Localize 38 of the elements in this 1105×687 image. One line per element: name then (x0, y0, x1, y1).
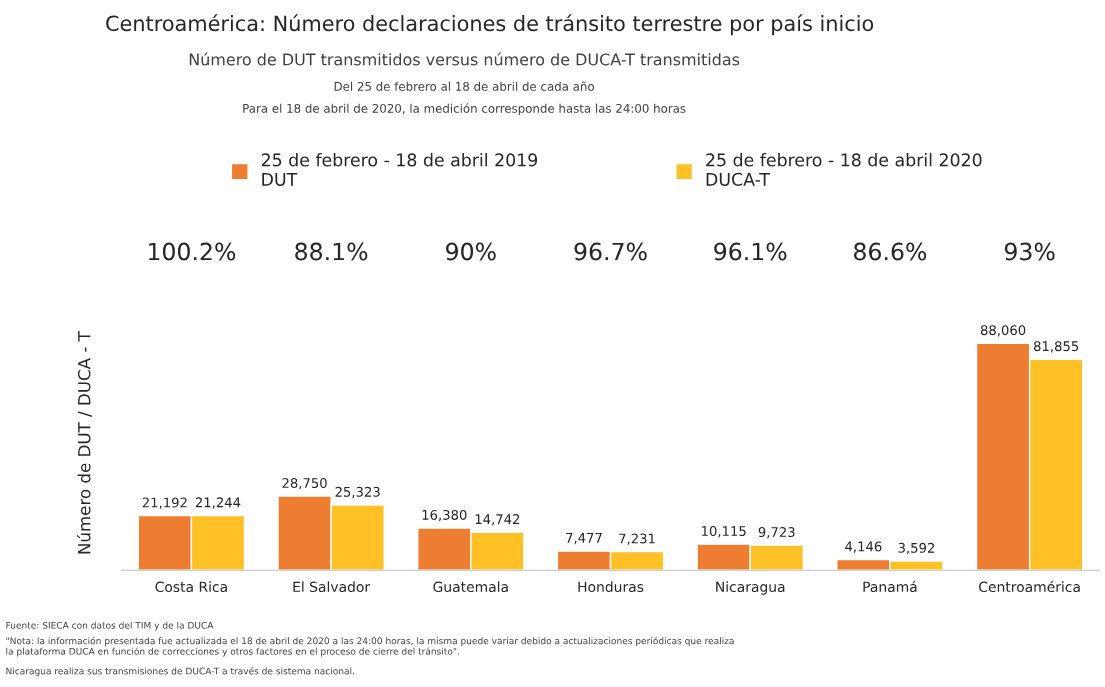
data-label: 7,231 (619, 533, 655, 545)
x-tick-label: Centroamérica (979, 580, 1080, 593)
data-label: 14,742 (475, 514, 520, 526)
x-tick-label: Costa Rica (155, 581, 227, 593)
data-label: 25,323 (335, 486, 380, 499)
legend-label: 25 de febrero - 18 de abril 2020 DUCA-T (706, 153, 982, 186)
data-label: 16,380 (422, 509, 467, 522)
x-tick-label: Nicaragua (716, 581, 785, 595)
text: 88.1% (295, 242, 368, 261)
text: 100.2% (148, 242, 236, 261)
text: Nicaragua realiza sus transmisiones de DUCA-T a través de sistema nacional. (6, 667, 354, 677)
text: "Nota: la información presentada fue actualizada el 18 de abril de 2020 a las 24:00 horas, la misma puede variar debido a actualizaciones periódicas que realiza la plataforma DUCA en función de correcciones y otros factores en el proceso de cierre del tránsito". (6, 636, 734, 657)
x-tick-label: El Salvador (293, 581, 371, 593)
text: 86.6% (854, 242, 927, 261)
x-tick-label: Guatemala (433, 581, 508, 593)
text: Del 25 de febrero al 18 de abril de cada año (334, 81, 594, 91)
x-tick-label: Honduras (578, 581, 644, 593)
data-label: 3,592 (898, 542, 935, 555)
data-label: 9,723 (758, 527, 795, 539)
text: 93% (1004, 242, 1055, 261)
text: Para el 18 de abril de 2020, la medición corresponde hasta las 24:00 horas (243, 103, 686, 116)
data-label: 81,855 (1033, 341, 1079, 353)
data-label: 21,244 (195, 497, 241, 509)
chart-title: Centroamérica: Número declaraciones de tránsito terrestre por país inicio (106, 14, 874, 36)
source-note: Fuente: SIECA con datos del TIM y de la DUCA (6, 621, 214, 631)
data-label: 28,750 (282, 478, 327, 490)
data-label: 21,192 (142, 497, 187, 509)
chart-subtitle: Número de DUT transmitidos versus número de DUCA-T transmitidas (189, 52, 740, 66)
x-tick-label: Panamá (863, 580, 917, 593)
data-label: 7,477 (566, 533, 602, 545)
data-label: 10,115 (702, 526, 746, 538)
text: 96.1% (714, 242, 787, 261)
text: 90% (446, 242, 496, 261)
y-axis-title: Número de DUT / DUCA - T (76, 331, 92, 554)
text: 96.7% (574, 242, 647, 261)
data-label: 4,146 (845, 541, 882, 553)
data-label: 88,060 (980, 325, 1026, 337)
legend-label: 25 de febrero - 18 de abril 2019 DUT (261, 153, 538, 186)
